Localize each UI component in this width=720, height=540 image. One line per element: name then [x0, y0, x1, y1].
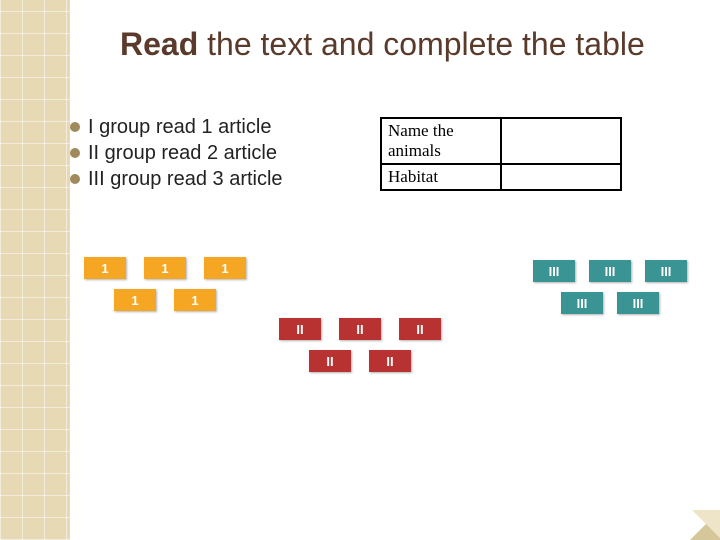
bullet-item: II group read 2 article [70, 141, 400, 165]
bullet-item: I group read 1 article [70, 115, 400, 139]
bullet-list: I group read 1 article II group read 2 a… [70, 115, 400, 193]
chip-row: 1 1 [65, 289, 265, 311]
bullet-dot-icon [70, 148, 80, 158]
bullet-text: I group read 1 article [88, 115, 271, 139]
chip-group1: 1 [84, 257, 126, 279]
title-rest-part: the text and complete the table [198, 26, 645, 62]
chip-group3: III [589, 260, 631, 282]
chip-group2: II [279, 318, 321, 340]
chip-row: III III [500, 292, 720, 314]
bullet-item: III group read 3 article [70, 167, 400, 191]
chip-row: 1 1 1 [65, 257, 265, 279]
left-decorative-stripe [0, 0, 70, 540]
bullet-text: III group read 3 article [88, 167, 283, 191]
slide-title: Read the text and complete the table [120, 25, 680, 63]
title-bold-part: Read [120, 26, 198, 62]
chip-group1: 1 [204, 257, 246, 279]
bullet-text: II group read 2 article [88, 141, 277, 165]
table-row: Name the animals [381, 118, 621, 164]
chip-group1: 1 [144, 257, 186, 279]
chip-group2: II [399, 318, 441, 340]
bullet-dot-icon [70, 174, 80, 184]
table-row: Habitat [381, 164, 621, 190]
chip-group2: II [309, 350, 351, 372]
bullet-dot-icon [70, 122, 80, 132]
group-2-chips: II II II II II [250, 318, 470, 372]
table-cell [501, 118, 621, 164]
chip-row: II II II [250, 318, 470, 340]
chip-group3: III [561, 292, 603, 314]
chip-group3: III [617, 292, 659, 314]
table-cell [501, 164, 621, 190]
group-1-chips: 1 1 1 1 1 [65, 257, 265, 311]
table-cell: Name the animals [381, 118, 501, 164]
chip-group2: II [369, 350, 411, 372]
slide-content: Read the text and complete the table I g… [70, 0, 720, 540]
chip-group2: II [339, 318, 381, 340]
chip-group1: 1 [114, 289, 156, 311]
chip-row: III III III [500, 260, 720, 282]
group-3-chips: III III III III III [500, 260, 720, 314]
table-cell: Habitat [381, 164, 501, 190]
corner-fold-icon [690, 510, 720, 540]
chip-row: II II [250, 350, 470, 372]
chip-group1: 1 [174, 289, 216, 311]
chip-group3: III [645, 260, 687, 282]
chip-group3: III [533, 260, 575, 282]
completion-table: Name the animals Habitat [380, 117, 622, 191]
